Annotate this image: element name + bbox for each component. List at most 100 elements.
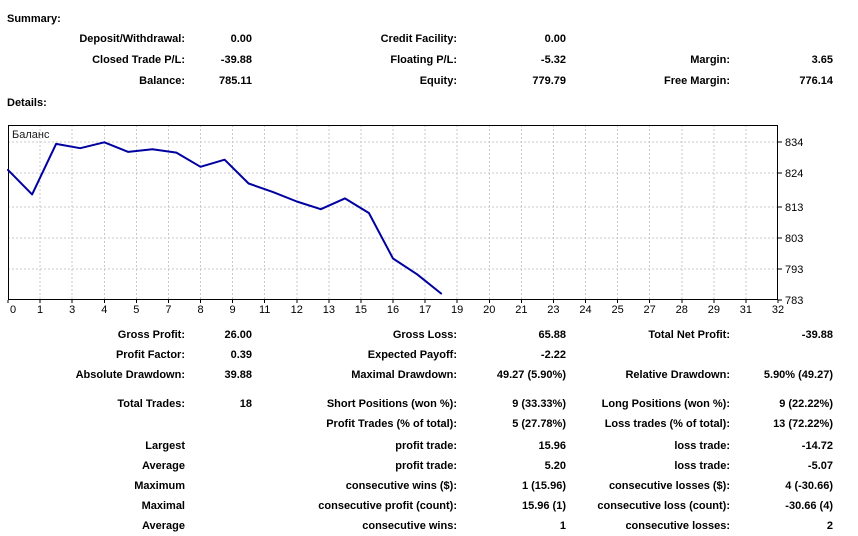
stat-value: 1 [559,520,566,532]
x-tick-label: 8 [197,304,203,316]
y-tick-label: 834 [785,137,803,149]
stat-row: Profit Factor: 0.39 Expected Payoff: -2.22 [0,345,858,365]
stat-value: 2 [826,520,833,532]
summary-heading: Summary: [7,13,61,25]
stat-row: Profit Trades (% of total): 5 (27.78%) Los… [0,414,858,434]
x-tick-label: 7 [165,304,171,316]
stat-value: 65.88 [538,329,566,341]
stat-value: 5 (27.78%) [512,418,566,430]
x-tick-label: 4 [101,304,107,316]
stat-row: Gross Profit: 26.00 Gross Loss: 65.88 Total … [0,325,858,345]
x-tick-label: 20 [483,304,495,316]
stat-row: Balance: 785.11 Equity: 779.79 Free Margin: 7… [0,71,858,92]
x-tick-label: 17 [419,304,431,316]
x-tick-label: 29 [708,304,720,316]
stat-label: loss trade: [674,440,730,452]
y-tick-label: 793 [785,264,803,276]
stat-value: 49.27 (5.90%) [496,369,566,381]
stat-value: -30.66 (4) [785,500,833,512]
chart-frame [8,125,778,300]
stat-label: Maximum [134,480,185,492]
stat-value: 0.39 [230,349,252,361]
stat-row: Maximal consecutive profit (count): 15.96 … [0,496,858,516]
stat-value: 15.96 [538,440,566,452]
x-tick-label: 3 [69,304,75,316]
stat-label: Loss trades (% of total): [604,418,730,430]
x-tick-label: 28 [676,304,688,316]
stat-label: Absolute Drawdown: [75,369,185,381]
x-tick-label: 23 [547,304,559,316]
x-tick-label: 31 [740,304,752,316]
stat-value: 779.79 [532,75,566,87]
x-tick-label: 27 [644,304,656,316]
stat-row: Average consecutive wins: 1 consecutive los… [0,516,858,536]
stat-label: Margin: [690,54,730,66]
stat-row: Absolute Drawdown: 39.88 Maximal Drawdown:… [0,365,858,385]
stat-label: Floating P/L: [390,54,457,66]
stat-label: Gross Profit: [117,329,185,341]
stat-value: 26.00 [224,329,252,341]
stat-label: Largest [145,440,185,452]
stat-label: Average [141,520,185,532]
x-tick-label: 15 [355,304,367,316]
stat-label: Long Positions (won %): [601,398,730,410]
stat-label: consecutive wins: [362,520,457,532]
x-tick-label: 13 [323,304,335,316]
x-tick-label: 1 [37,304,43,316]
x-tick-label: 24 [579,304,591,316]
details-heading: Details: [7,97,47,109]
stat-value: 9 (33.33%) [512,398,566,410]
stat-label: Profit Factor: [115,349,185,361]
balance-chart: 0 1 3 4 5 7 8 9 11 12 13 15 16 17 19 20 21 23 24 25 27 28 29 31… [7,125,820,316]
stat-label: consecutive losses ($): [608,480,730,492]
x-tick-label: 12 [291,304,303,316]
x-tick-label: 21 [515,304,527,316]
x-tick-label: 19 [451,304,463,316]
stat-label: Deposit/Withdrawal: [79,33,185,45]
stat-label: consecutive wins ($): [345,480,457,492]
stat-label: Balance: [139,75,185,87]
stat-value: -5.32 [540,54,566,66]
stat-label: Equity: [419,75,457,87]
stat-label: Total Trades: [117,398,185,410]
stat-label: profit trade: [395,460,457,472]
stat-value: -14.72 [801,440,833,452]
stat-value: 39.88 [224,369,252,381]
stat-label: profit trade: [395,440,457,452]
stat-value: 0.00 [544,33,566,45]
stat-value: 785.11 [218,75,252,87]
stat-row: Closed Trade P/L: -39.88 Floating P/L: -5.3… [0,50,858,71]
stat-label: Average [141,460,185,472]
stat-label: consecutive losses: [625,520,730,532]
stat-label: Profit Trades (% of total): [326,418,457,430]
stat-value: -2.22 [540,349,566,361]
stat-label: Expected Payoff: [367,349,457,361]
stat-label: consecutive loss (count): [597,500,730,512]
stat-value: 776.14 [799,75,833,87]
stat-label: Relative Drawdown: [625,369,730,381]
y-tick-label: 824 [785,168,803,180]
stat-row: Total Trades: 18 Short Positions (won %): 9… [0,394,858,414]
balance-line-chart: 0 1 3 4 5 7 8 9 11 12 13 15 16 17 19 20 21 23 24 25 27 28 29 31… [7,125,803,316]
stat-row: Deposit/Withdrawal: 0.00 Credit Facility: 0… [0,29,858,50]
stat-value: 13 (72.22%) [773,418,833,430]
x-tick-label: 9 [230,304,236,316]
x-tick-label: 16 [387,304,399,316]
x-tick-label: 32 [772,304,784,316]
stat-value: -39.88 [801,329,833,341]
stat-value: 5.90% (49.27) [763,369,833,381]
stat-label: Free Margin: [663,75,730,87]
stat-label: Gross Loss: [392,329,457,341]
stat-value: 1 (15.96) [521,480,566,492]
stat-value: 18 [239,398,252,410]
stat-row: Largest profit trade: 15.96 loss trade: -14.… [0,436,858,456]
stat-value: -39.88 [220,54,252,66]
stat-label: loss trade: [674,460,730,472]
stat-value: 4 (-30.66) [785,480,833,492]
details-table: Gross Profit: 26.00 Gross Loss: 65.88 Total … [0,325,858,536]
stat-label: Short Positions (won %): [326,398,457,410]
y-tick-label: 813 [785,202,803,214]
stat-label: Maximal Drawdown: [351,369,457,381]
x-tick-label: 25 [611,304,623,316]
